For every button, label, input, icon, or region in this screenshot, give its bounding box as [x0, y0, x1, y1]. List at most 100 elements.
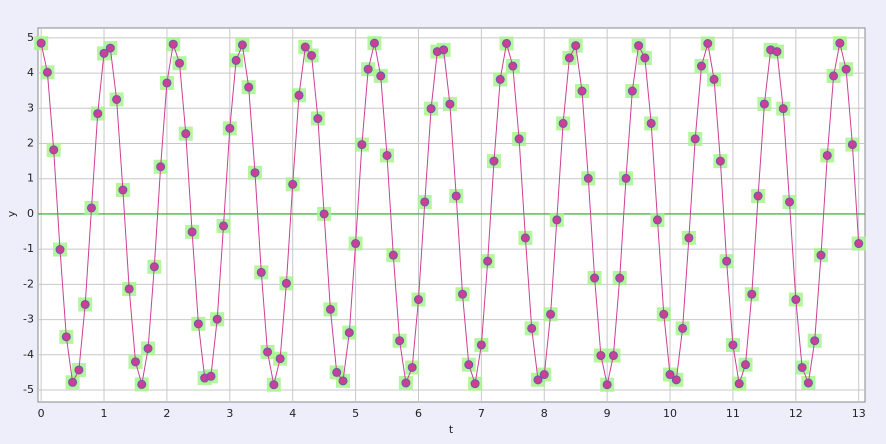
data-point — [608, 351, 618, 361]
data-point — [489, 156, 499, 166]
data-point — [401, 378, 411, 388]
y-tick-label: 0 — [27, 207, 34, 220]
data-point — [112, 94, 122, 104]
data-point — [583, 173, 593, 183]
data-point — [646, 118, 656, 128]
data-point — [86, 203, 96, 213]
data-point — [741, 360, 751, 370]
data-point — [149, 262, 159, 272]
data-point — [344, 328, 354, 338]
data-point — [369, 38, 379, 48]
y-tick-label: -3 — [23, 313, 34, 326]
data-point — [256, 267, 266, 277]
data-point — [514, 134, 524, 144]
data-point — [187, 227, 197, 237]
data-point — [841, 64, 851, 74]
data-point — [351, 239, 361, 249]
data-point — [816, 250, 826, 260]
data-point — [338, 376, 348, 386]
data-point — [464, 360, 474, 370]
data-point — [785, 197, 795, 207]
data-point — [520, 233, 530, 243]
data-point — [388, 250, 398, 260]
data-point — [300, 42, 310, 52]
data-point — [615, 273, 625, 283]
data-point — [376, 71, 386, 81]
data-point — [244, 82, 254, 92]
data-point — [225, 123, 235, 133]
data-point — [671, 375, 681, 385]
data-point — [294, 90, 304, 100]
data-point — [175, 58, 185, 68]
data-point — [835, 38, 845, 48]
data-point — [319, 209, 329, 219]
data-point — [476, 340, 486, 350]
x-tick-label: 12 — [789, 407, 803, 420]
data-point — [747, 289, 757, 299]
data-point — [753, 191, 763, 201]
x-tick-label: 3 — [226, 407, 233, 420]
data-point — [439, 45, 449, 55]
data-point — [162, 78, 172, 88]
y-tick-label: 4 — [27, 66, 34, 79]
data-point — [703, 38, 713, 48]
data-point — [734, 379, 744, 389]
data-point — [722, 256, 732, 266]
x-axis-label: t — [449, 423, 454, 436]
data-point — [797, 362, 807, 372]
data-point — [363, 64, 373, 74]
data-point — [74, 365, 84, 375]
data-point — [772, 47, 782, 57]
x-tick-label: 2 — [163, 407, 170, 420]
x-tick-label: 10 — [663, 407, 677, 420]
data-point — [696, 61, 706, 71]
data-point — [508, 61, 518, 71]
data-point — [759, 99, 769, 109]
data-point — [690, 134, 700, 144]
data-point — [778, 104, 788, 114]
data-point — [118, 185, 128, 195]
data-point — [627, 86, 637, 96]
data-point — [105, 43, 115, 53]
data-point — [810, 336, 820, 346]
data-point — [250, 168, 260, 178]
data-point — [332, 367, 342, 377]
data-point — [546, 309, 556, 319]
data-point — [502, 38, 512, 48]
data-point — [49, 145, 59, 155]
x-tick-label: 6 — [415, 407, 422, 420]
y-axis-label: y — [5, 210, 18, 217]
y-tick-label: -4 — [23, 348, 34, 361]
data-point — [42, 67, 52, 77]
data-point — [451, 191, 461, 201]
data-point — [495, 74, 505, 84]
data-point — [571, 41, 581, 51]
data-point — [68, 377, 78, 387]
data-point — [602, 380, 612, 390]
data-point — [156, 162, 166, 172]
y-tick-label: -1 — [23, 242, 34, 255]
data-point — [143, 343, 153, 353]
data-point — [407, 362, 417, 372]
data-point — [470, 379, 480, 389]
data-point — [231, 55, 241, 65]
y-tick-label: 1 — [27, 172, 34, 185]
data-point — [577, 86, 587, 96]
data-point — [552, 215, 562, 225]
data-point — [307, 50, 317, 60]
data-point — [130, 357, 140, 367]
data-point — [137, 379, 147, 389]
y-tick-label: -2 — [23, 277, 34, 290]
x-tick-label: 11 — [726, 407, 740, 420]
x-tick-label: 4 — [289, 407, 296, 420]
data-point — [803, 378, 813, 388]
data-point — [665, 370, 675, 380]
data-point — [527, 323, 537, 333]
data-point — [313, 114, 323, 124]
data-point — [458, 289, 468, 299]
y-tick-label: -5 — [23, 383, 34, 396]
data-point — [640, 53, 650, 63]
data-point — [80, 299, 90, 309]
data-point — [596, 351, 606, 361]
